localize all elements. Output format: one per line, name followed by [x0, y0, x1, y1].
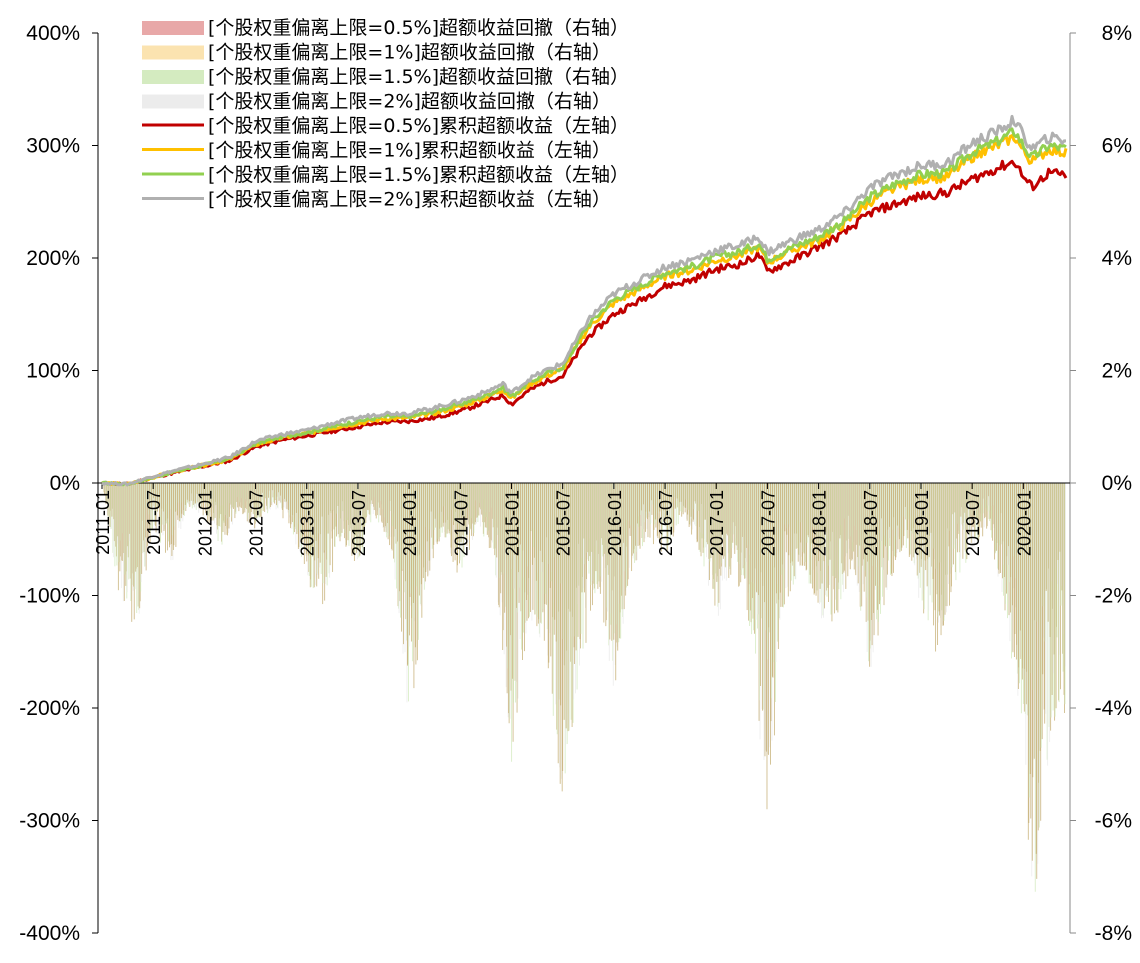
- legend-area-swatch: [142, 21, 204, 35]
- x-tick-label: 2011-07: [144, 490, 164, 555]
- left-y-tick-label: 100%: [26, 360, 80, 383]
- cumulative-return-line-4: [101, 114, 1066, 487]
- left-y-ticks: 400% 300% 200% 100% 0% -100% -200% -300% -400%: [19, 22, 98, 945]
- right-y-axis: 8% 6% 4% 2% 0% -2% -4% -6% -8%: [1069, 22, 1132, 945]
- cumulative-return-line-3: [101, 127, 1067, 487]
- x-axis: 2011-01 2011-07 2012-01 2012-07 2013-01 2013-…: [93, 482, 1070, 556]
- x-tick-label: 2013-01: [298, 490, 318, 556]
- left-y-tick-label: -200%: [19, 697, 80, 720]
- left-y-tick-label: 300%: [26, 135, 80, 158]
- x-tick-label: 2019-01: [912, 490, 932, 556]
- legend-area-swatch: [142, 45, 204, 60]
- legend-label: [个股权重偏离上限=2%]累积超额收益（左轴）: [208, 189, 611, 211]
- x-tick-label: 2013-07: [349, 490, 369, 556]
- x-tick-label: 2014-07: [451, 490, 471, 556]
- legend-label: [个股权重偏离上限=2%]超额收益回撤（右轴）: [208, 91, 611, 113]
- x-tick-label: 2015-07: [554, 490, 574, 556]
- cumulative-excess-return-lines: [101, 114, 1068, 487]
- left-y-tick-label: -100%: [19, 585, 80, 608]
- legend-area-swatch: [142, 70, 204, 84]
- left-y-tick-label: 200%: [26, 247, 80, 270]
- x-tick-label: 2020-01: [1014, 490, 1034, 556]
- right-y-tick-label: 2%: [1102, 360, 1132, 383]
- x-tick-label: 2012-01: [195, 490, 215, 556]
- legend-label: [个股权重偏离上限=1%]超额收益回撤（右轴）: [208, 42, 611, 64]
- right-y-tick-label: 0%: [1102, 472, 1132, 495]
- legend-label: [个股权重偏离上限=1.5%]累积超额收益（左轴）: [208, 164, 629, 186]
- x-tick-label: 2016-07: [656, 490, 676, 556]
- legend-area-swatch: [142, 94, 204, 109]
- legend-label: [个股权重偏离上限=0.5%]超额收益回撤（右轴）: [208, 17, 629, 39]
- left-y-tick-label: 400%: [26, 22, 80, 45]
- x-tick-label: 2017-07: [758, 490, 778, 556]
- x-tick-label: 2015-01: [502, 490, 522, 556]
- drawdown-area-series: [102, 483, 1066, 892]
- right-y-tick-label: -8%: [1095, 922, 1132, 945]
- x-tick-label: 2018-01: [810, 490, 830, 556]
- left-y-axis: 400% 300% 200% 100% 0% -100% -200% -300% -400%: [19, 22, 99, 945]
- legend-label: [个股权重偏离上限=1.5%]超额收益回撤（右轴）: [208, 66, 629, 88]
- right-y-tick-label: -2%: [1095, 585, 1132, 608]
- right-y-tick-label: -4%: [1095, 697, 1132, 720]
- x-tick-label: 2011-01: [93, 490, 113, 555]
- legend-label: [个股权重偏离上限=1%]累积超额收益（左轴）: [208, 140, 611, 162]
- right-y-tick-label: -6%: [1095, 810, 1132, 833]
- legend-label: [个股权重偏离上限=0.5%]累积超额收益（左轴）: [208, 115, 629, 137]
- left-y-tick-label: -300%: [19, 810, 80, 833]
- x-tick-label: 2017-01: [707, 490, 727, 556]
- x-tick-label: 2016-01: [605, 490, 625, 556]
- chart-legend: [个股权重偏离上限=0.5%]超额收益回撤（右轴） [个股权重偏离上限=1%]超额…: [142, 17, 629, 211]
- left-y-tick-label: -400%: [19, 922, 80, 945]
- right-y-ticks: 8% 6% 4% 2% 0% -2% -4% -6% -8%: [1070, 22, 1132, 945]
- x-ticks: 2011-01 2011-07 2012-01 2012-07 2013-01 2013-…: [93, 483, 1034, 556]
- right-y-tick-label: 8%: [1102, 22, 1132, 45]
- x-tick-label: 2012-07: [247, 490, 267, 556]
- x-tick-label: 2018-07: [861, 490, 881, 556]
- right-y-tick-label: 6%: [1102, 135, 1132, 158]
- left-y-tick-label: 0%: [50, 472, 80, 495]
- x-tick-label: 2019-07: [963, 490, 983, 556]
- right-y-tick-label: 4%: [1102, 247, 1132, 270]
- x-tick-label: 2014-01: [400, 490, 420, 556]
